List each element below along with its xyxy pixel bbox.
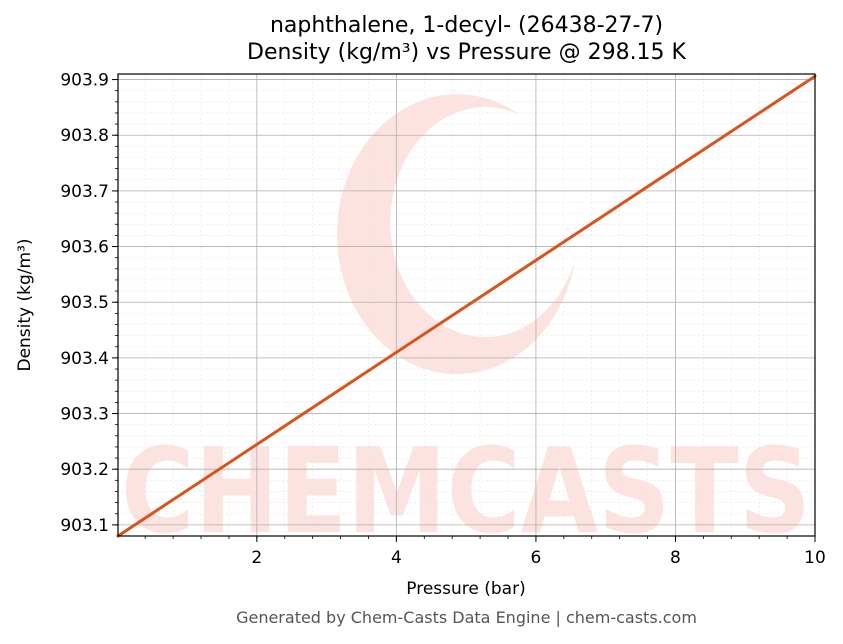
- x-tick-label: 6: [531, 548, 542, 568]
- y-tick-label: 903.6: [60, 238, 109, 258]
- x-axis-label: Pressure (bar): [406, 579, 525, 599]
- watermark-logo-ring: [337, 94, 575, 375]
- x-tick-label: 10: [804, 548, 826, 568]
- y-tick-label: 903.2: [60, 460, 109, 480]
- y-tick-label: 903.1: [60, 516, 109, 536]
- x-tick-label: 4: [391, 548, 402, 568]
- major-gridlines: [118, 74, 816, 536]
- chart-subtitle: Density (kg/m³) vs Pressure @ 298.15 K: [247, 40, 686, 65]
- y-tick-label: 903.5: [60, 293, 109, 313]
- axis-ticks: [112, 79, 816, 542]
- chart-title: naphthalene, 1-decyl- (26438-27-7): [269, 13, 664, 38]
- y-tick-label: 903.4: [60, 349, 109, 369]
- watermark: CHEMCASTS: [121, 94, 811, 560]
- x-tick-labels: 2 4 6 8 10: [251, 548, 825, 568]
- footer-credit: Generated by Chem-Casts Data Engine | ch…: [236, 608, 697, 627]
- y-tick-labels: 903.1 903.2 903.3 903.4 903.5 903.6 903.7 903.8…: [60, 71, 109, 536]
- x-tick-label: 8: [670, 548, 681, 568]
- y-axis-label: Density (kg/m³): [15, 238, 35, 371]
- series-layer: [116, 74, 817, 538]
- watermark-text: CHEMCASTS: [121, 422, 811, 560]
- x-tick-label: 2: [251, 548, 262, 568]
- y-tick-label: 903.7: [60, 182, 109, 202]
- y-tick-label: 903.3: [60, 405, 109, 425]
- y-tick-label: 903.9: [60, 71, 109, 91]
- plot-frame: [117, 73, 816, 537]
- y-tick-label: 903.8: [60, 126, 109, 146]
- series-line: [116, 74, 817, 538]
